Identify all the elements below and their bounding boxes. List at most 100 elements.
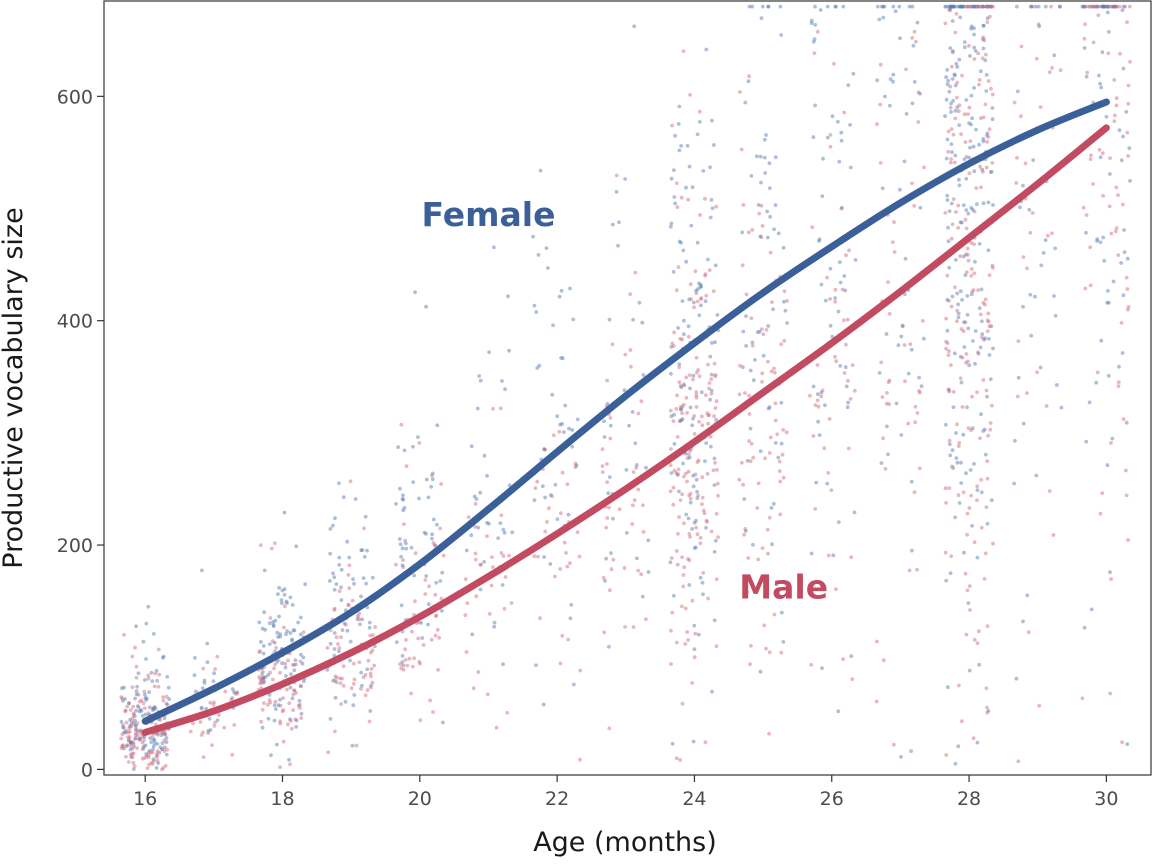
data-point-male [265,702,270,707]
data-point-female [677,489,681,494]
data-point-male [675,435,680,439]
data-point-female [1122,250,1127,255]
data-point-male [984,165,989,170]
data-point-male [990,403,994,408]
data-point-female [956,315,961,320]
data-point-female [1094,380,1099,385]
data-point-female [151,747,155,752]
data-point-male [683,642,688,646]
data-point-female [748,368,753,373]
data-point-male [951,466,956,471]
data-point-male [126,760,131,764]
data-point-male [366,658,371,663]
data-point-male [912,490,917,495]
data-point-female [977,662,982,667]
data-point-male [738,90,742,94]
data-point-male [438,526,442,531]
data-point-male [834,359,839,364]
data-point-female [980,319,984,324]
data-point-male [332,678,337,683]
data-point-male [915,567,919,572]
data-point-male [578,757,582,762]
data-point-male [683,606,688,611]
data-point-male [369,667,374,671]
x-tick-label: 18 [270,788,294,810]
data-point-male [694,393,699,398]
data-point-female [559,288,564,293]
data-point-female [424,574,429,578]
data-point-female [986,200,991,205]
data-point-male [964,352,969,356]
data-point-female [947,89,952,94]
data-point-male [784,430,789,435]
data-point-male [832,61,836,66]
x-tick-label: 20 [408,788,432,810]
data-point-female [294,544,299,549]
data-point-female [1101,4,1105,9]
data-point-female [710,118,714,123]
data-point-female [631,317,635,322]
data-point-female [476,525,481,530]
data-point-male [359,687,363,691]
data-point-female [688,500,693,505]
data-point-male [946,387,951,392]
data-point-male [892,250,897,254]
data-point-female [352,581,356,586]
data-point-male [280,709,285,714]
data-point-male [694,370,699,375]
data-point-female [278,697,282,702]
data-point-male [959,132,963,137]
data-point-male [163,764,168,768]
data-point-male [811,434,816,438]
data-point-male [767,650,772,655]
data-point-male [134,664,139,669]
data-point-male [644,617,648,622]
data-point-female [1021,304,1025,309]
data-point-female [986,248,991,253]
data-point-male [1126,101,1131,106]
data-point-female [947,442,952,447]
data-point-male [809,663,814,667]
data-point-female [368,709,373,713]
data-point-female [766,4,771,9]
data-point-male [675,562,680,567]
data-point-female [764,133,768,137]
data-point-female [956,744,961,749]
data-point-male [708,434,713,439]
data-point-female [1029,4,1034,9]
data-point-male [773,370,777,375]
data-point-male [133,733,138,738]
data-point-female [339,567,344,572]
data-point-female [370,575,375,580]
data-point-male [365,688,370,693]
data-point-male [967,584,972,588]
data-point-male [756,557,761,562]
data-point-female [276,592,280,596]
data-point-female [898,187,902,192]
data-point-male [984,505,989,509]
data-point-female [333,516,337,521]
data-point-male [977,78,982,82]
data-point-female [328,641,333,646]
data-point-female [134,736,138,740]
data-point-female [1106,373,1111,378]
data-point-male [967,171,972,176]
data-point-male [370,648,375,653]
data-point-male [558,511,563,516]
data-point-male [979,185,983,190]
data-point-male [1096,13,1101,18]
data-point-male [972,540,977,545]
data-point-female [331,523,335,528]
data-point-female [965,405,969,410]
data-point-male [1016,759,1021,764]
data-point-female [441,720,445,725]
data-point-female [275,742,279,747]
data-point-male [346,573,351,577]
data-point-female [844,384,849,389]
data-point-female [144,621,149,626]
data-point-female [1110,436,1115,441]
data-point-female [1021,421,1026,426]
data-point-female [285,629,290,634]
data-point-male [764,646,768,651]
data-point-female [538,168,543,173]
